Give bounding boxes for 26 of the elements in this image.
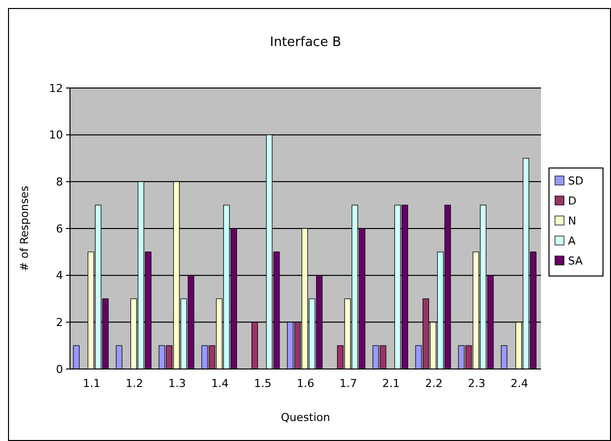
legend-label: SD	[568, 174, 584, 188]
x-tick-label: 1.2	[126, 377, 144, 390]
x-tick-label: 1.4	[211, 377, 229, 390]
x-tick-label: 1.5	[254, 377, 272, 390]
y-tick-label: 8	[56, 176, 63, 189]
y-tick-label: 6	[56, 222, 63, 236]
legend-label: D	[568, 194, 576, 208]
y-tick-label: 2	[56, 316, 63, 330]
x-axis-title: Question	[280, 411, 330, 424]
x-tick-label: 2.4	[510, 377, 528, 390]
legend-label: SA	[568, 254, 584, 268]
legend-label: N	[568, 214, 576, 228]
x-tick-label: 1.6	[296, 377, 314, 390]
legend-label: A	[568, 234, 576, 248]
x-tick-label: 1.1	[82, 377, 100, 390]
y-tick-label: 0	[56, 362, 63, 376]
y-tick-label: 12	[49, 82, 63, 95]
x-tick-label: 1.3	[168, 377, 186, 390]
x-tick-label: 1.7	[340, 377, 358, 390]
x-tick-label: 2.2	[425, 377, 443, 390]
y-tick-label: 4	[56, 269, 63, 282]
y-axis-title: # of Responses	[18, 186, 31, 272]
y-tick-label: 10	[49, 128, 63, 142]
x-tick-label: 2.1	[382, 377, 400, 390]
x-tick-label: 2.3	[468, 377, 486, 390]
chart-title: Interface B	[270, 35, 342, 50]
